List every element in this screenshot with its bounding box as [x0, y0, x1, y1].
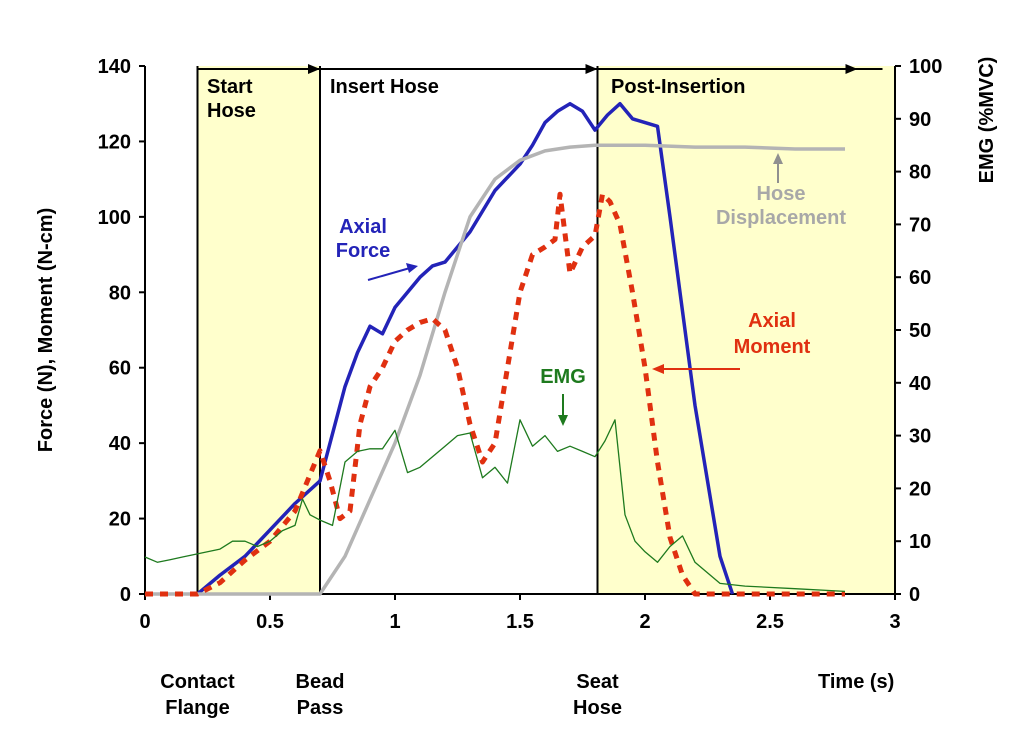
y-right-tick-label: 20 [909, 478, 931, 500]
event-label-0-line: Flange [165, 697, 229, 719]
y-right-tick-label: 40 [909, 373, 931, 395]
annotation-axial-moment: Axial Moment [734, 310, 811, 358]
annotation-axial-force-line: Axial [339, 216, 387, 238]
phase-arrowhead-2 [845, 64, 858, 74]
y-right-tick-label: 30 [909, 426, 931, 448]
event-label-1-line: Pass [297, 697, 344, 719]
x-tick-label: 0.5 [256, 611, 284, 633]
x-tick-label: 2.5 [756, 611, 784, 633]
y-left-tick-label: 80 [109, 282, 131, 304]
y-left-tick-label: 40 [109, 433, 131, 455]
x-tick-label: 1.5 [506, 611, 534, 633]
annotation-arrowhead-axial-force [406, 263, 418, 273]
phase-label-2-line: Post-Insertion [611, 76, 745, 98]
event-label-2-line: Hose [573, 697, 622, 719]
phase-arrowhead-0 [308, 64, 320, 74]
y-left-tick-label: 60 [109, 358, 131, 380]
annotation-hose-displacement: Hose Displacement [716, 183, 846, 229]
annotation-axial-force: Axial Force [336, 216, 390, 262]
y-right-tick-label: 0 [909, 584, 920, 606]
y-right-tick-label: 10 [909, 531, 931, 553]
y-left-tick-label: 100 [98, 207, 131, 229]
x-tick-label: 1 [389, 611, 400, 633]
series-line-emg [144, 419, 846, 593]
x-axis-title: Time (s) [818, 671, 894, 693]
annotation-hose-displacement-line: Displacement [716, 207, 846, 229]
phase-shade-2 [597, 66, 895, 594]
y-left-tick-label: 0 [120, 584, 131, 606]
annotation-axial-force-line: Force [336, 240, 390, 262]
phase-label-1: Insert Hose [330, 76, 439, 98]
phase-label-0-line: Start [207, 76, 253, 98]
annotation-emg: EMG [540, 366, 586, 388]
annotation-hose-displacement-line: Hose [757, 183, 806, 205]
y-right-tick-label: 100 [909, 56, 942, 78]
annotation-emg-line: EMG [540, 366, 586, 388]
phase-label-0: Start Hose [207, 76, 256, 122]
y-right-tick-label: 60 [909, 267, 931, 289]
phase-label-0-line: Hose [207, 100, 256, 122]
annotation-axial-moment-line: Moment [734, 336, 811, 358]
y-right-tick-label: 70 [909, 214, 931, 236]
x-tick-label: 3 [889, 611, 900, 633]
x-tick-label: 2 [639, 611, 650, 633]
y-right-tick-label: 80 [909, 162, 931, 184]
y-axis-right-title: EMG (%MVC) [976, 57, 998, 184]
event-label-2-line: Seat [576, 671, 619, 693]
y-left-tick-label: 120 [98, 131, 131, 153]
annotation-arrowhead-hose-displacement [773, 153, 783, 164]
event-label-1-line: Bead [296, 671, 345, 693]
annotation-arrow-axial-force [367, 267, 411, 281]
annotation-axial-moment-line: Axial [748, 310, 796, 332]
phase-label-1-line: Insert Hose [330, 76, 439, 98]
phase-shade-0 [197, 66, 320, 594]
event-label-2: Seat Hose [573, 671, 622, 719]
phase-arrowhead-1 [585, 64, 598, 74]
event-label-0: Contact Flange [160, 671, 235, 719]
y-right-tick-label: 90 [909, 109, 931, 131]
x-tick-label: 0 [139, 611, 150, 633]
y-axis-left-title: Force (N), Moment (N-cm) [35, 208, 57, 452]
y-left-tick-label: 140 [98, 56, 131, 78]
series-line-hose-displacement [145, 143, 845, 596]
y-right-tick-label: 50 [909, 320, 931, 342]
annotation-arrowhead-emg [558, 415, 568, 426]
event-label-1: Bead Pass [296, 671, 345, 719]
y-left-tick-label: 20 [109, 509, 131, 531]
phase-label-2: Post-Insertion [611, 76, 745, 98]
event-label-0-line: Contact [160, 671, 235, 693]
annotation-arrowhead-axial-moment [652, 364, 664, 374]
